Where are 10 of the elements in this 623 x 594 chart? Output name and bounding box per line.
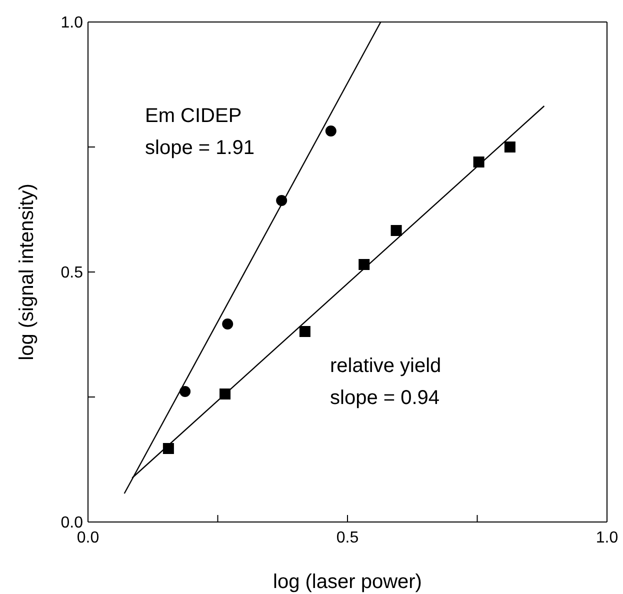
annotation: Em CIDEP slope = 1.91 (145, 104, 255, 161)
annotation: relative yield slope = 0.94 (330, 354, 442, 411)
x-tick-label: 0.5 (336, 529, 359, 546)
x-axis-title: log (laser power) (273, 571, 422, 593)
y-tick-label: 0.0 (60, 514, 84, 532)
y-axis-title: log (signal intensity) (16, 184, 38, 360)
y-tick-label: 1.0 (60, 14, 84, 32)
x-tick-label: 1.0 (596, 529, 618, 546)
y-tick-label: 0.5 (60, 264, 84, 282)
x-tick-label: 0.0 (76, 529, 100, 546)
